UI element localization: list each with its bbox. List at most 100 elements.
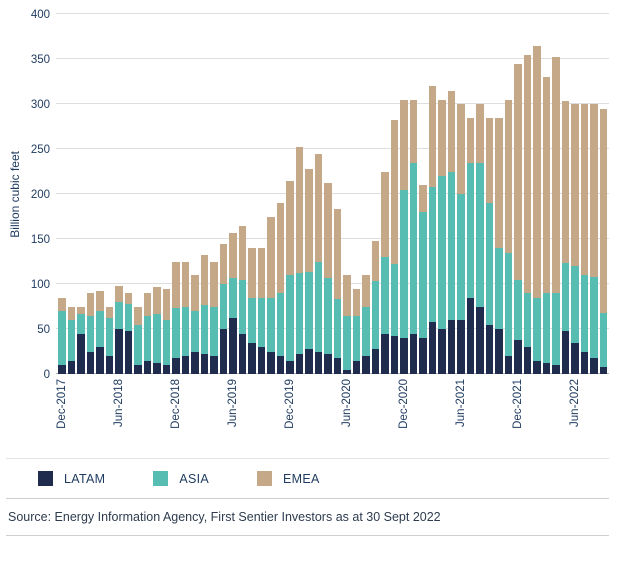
bar-segment-latam [400, 338, 408, 374]
bar-segment-emea [409, 99, 417, 163]
legend-label: ASIA [179, 471, 210, 486]
bar-segment-emea [590, 104, 598, 277]
bar-segment-emea [238, 225, 246, 280]
x-label-slot [277, 379, 285, 454]
legend-label: EMEA [283, 471, 320, 486]
bar-segment-asia [134, 324, 142, 365]
y-tick-label: 400 [30, 9, 50, 21]
bar-segment-latam [504, 356, 512, 374]
bar-segment-emea [96, 291, 104, 311]
bar-segment-emea [162, 288, 170, 320]
bar-segment-asia [172, 308, 180, 358]
bar-stack [248, 248, 256, 374]
bar-segment-asia [447, 171, 455, 320]
x-label-slot [381, 379, 389, 454]
bar-segment-asia [162, 320, 170, 365]
bar-segment-latam [533, 360, 541, 374]
y-tick-label: 150 [30, 234, 50, 246]
bar-segment-asia [599, 312, 607, 367]
y-tick-label: 250 [30, 144, 50, 156]
x-label-slot [258, 379, 266, 454]
bar-segment-emea [191, 275, 199, 311]
bar-segment-emea [466, 117, 474, 163]
bar-segment-emea [115, 285, 123, 302]
x-label-slot [334, 379, 342, 454]
bar-segment-latam [58, 365, 66, 374]
bar-segment-latam [599, 366, 607, 374]
bar-stack [191, 275, 199, 374]
bar-segment-latam [96, 347, 104, 374]
x-tick-label: Jun-2021 [454, 379, 467, 427]
bar-stack [495, 117, 503, 374]
bar-stack [523, 54, 531, 374]
source-note: Source: Energy Information Agency, First… [6, 498, 609, 536]
bar-segment-latam [276, 356, 284, 374]
bar-segment-latam [67, 360, 75, 374]
bar-segment-asia [476, 162, 484, 307]
bar-stack [238, 225, 246, 374]
y-tick-label: 300 [30, 99, 50, 111]
x-label-slot [220, 379, 228, 454]
bar-segment-asia [58, 311, 66, 365]
bar-segment-latam [324, 354, 332, 374]
x-label-slot: Dec-2019 [284, 379, 296, 454]
x-tick-label: Dec-2020 [397, 379, 410, 429]
bar-segment-asia [153, 313, 161, 364]
bar-segment-asia [286, 275, 294, 361]
bar-segment-latam [210, 356, 218, 374]
bar-segment-emea [105, 306, 113, 319]
bar-segment-emea [561, 101, 569, 264]
bar-segment-asia [219, 284, 227, 329]
bar-stack [58, 297, 66, 374]
bar-segment-emea [381, 171, 389, 257]
bar-segment-emea [67, 306, 75, 320]
bar-stack [267, 216, 275, 374]
bar-stack [210, 261, 218, 374]
x-label-slot: Dec-2018 [170, 379, 182, 454]
bar-segment-latam [438, 329, 446, 374]
bar-stack [314, 153, 322, 374]
bar-segment-asia [333, 299, 341, 358]
x-label-slot: Jun-2018 [113, 379, 125, 454]
bar-segment-emea [295, 147, 303, 274]
bar-stack [447, 90, 455, 374]
bar-segment-emea [276, 203, 284, 293]
bar-segment-emea [333, 209, 341, 300]
x-label-slot [210, 379, 218, 454]
bar-stack [438, 99, 446, 374]
bar-stack [371, 240, 379, 374]
x-tick-label: Jun-2020 [340, 379, 353, 427]
gridline [56, 238, 609, 239]
bar-stack [219, 243, 227, 374]
x-label-slot [182, 379, 190, 454]
bar-segment-emea [457, 104, 465, 194]
y-axis-title: Billion cubic feet [8, 150, 22, 238]
bar-segment-emea [219, 243, 227, 284]
bar-segment-asia [580, 275, 588, 352]
bar-stack [257, 248, 265, 374]
bar-segment-latam [485, 324, 493, 374]
bar-stack [200, 255, 208, 374]
bar-segment-emea [143, 293, 151, 316]
x-label-slot [448, 379, 456, 454]
bar-stack [542, 77, 550, 374]
x-label-slot [533, 379, 541, 454]
bars [58, 14, 607, 374]
bar-stack [561, 101, 569, 374]
bar-segment-emea [514, 63, 522, 280]
x-label-slot [486, 379, 494, 454]
bar-segment-emea [200, 255, 208, 305]
bar-stack [580, 104, 588, 374]
x-label-slot: Jun-2021 [454, 379, 467, 454]
bar-stack [419, 185, 427, 374]
bar-segment-latam [495, 329, 503, 374]
bar-segment-emea [267, 216, 275, 298]
x-label-slot [505, 379, 513, 454]
bar-segment-asia [428, 186, 436, 322]
x-label-slot: Dec-2017 [56, 379, 68, 454]
bar-stack [153, 286, 161, 374]
bar-segment-latam [476, 306, 484, 374]
gridline [56, 328, 609, 329]
bar-stack [552, 57, 560, 374]
x-label-slot [467, 379, 475, 454]
